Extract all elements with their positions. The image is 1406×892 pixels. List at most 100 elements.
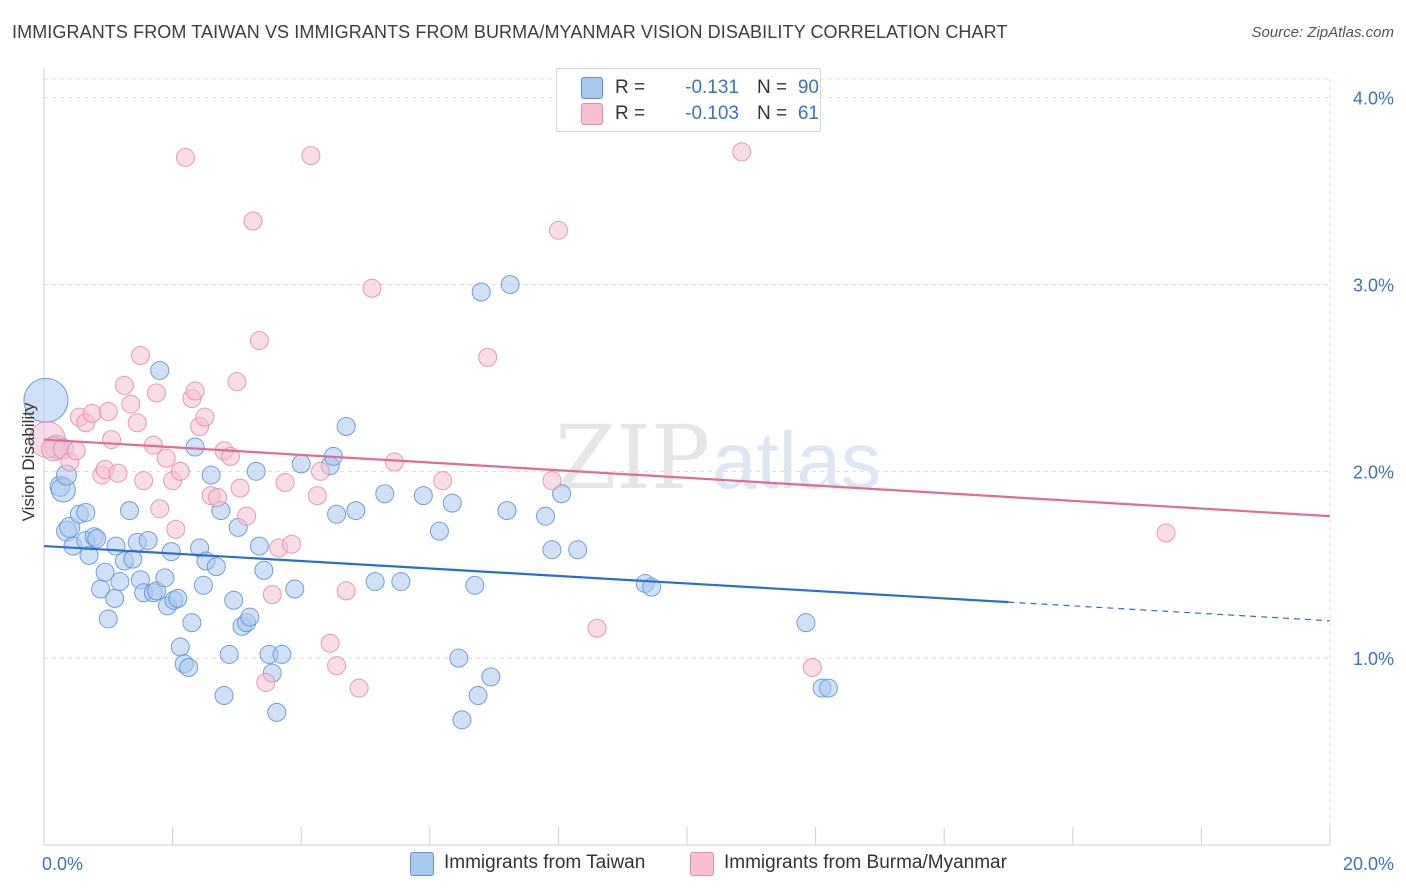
point-burma: [310, 461, 330, 481]
point-taiwan: [150, 360, 170, 380]
point-burma: [732, 142, 752, 162]
point-taiwan: [201, 465, 221, 485]
point-burma: [301, 146, 321, 166]
point-burma: [1156, 523, 1176, 543]
point-taiwan: [254, 560, 274, 580]
trend-line-taiwan: [43, 544, 1009, 604]
point-taiwan: [206, 557, 226, 577]
point-taiwan: [327, 504, 347, 524]
point-burma: [548, 220, 568, 240]
point-burma: [195, 407, 215, 427]
y-tick-label: 4.0%: [1353, 89, 1394, 109]
point-taiwan: [161, 542, 181, 562]
trend-line-taiwan-extension: [1008, 601, 1331, 622]
point-taiwan: [182, 613, 202, 633]
point-taiwan: [155, 568, 175, 588]
point-taiwan: [110, 572, 130, 592]
point-taiwan: [552, 484, 572, 504]
y-tick-label: 2.0%: [1353, 462, 1394, 482]
point-taiwan: [497, 501, 517, 521]
x-tick-label: 20.0%: [1343, 854, 1394, 874]
point-taiwan: [249, 536, 269, 556]
point-taiwan: [76, 502, 96, 522]
legend-r-value-burma: -0.103: [685, 103, 739, 124]
point-taiwan: [170, 637, 190, 657]
point-burma: [102, 430, 122, 450]
y-axis-label: Vision Disability: [19, 402, 38, 521]
point-burma: [98, 402, 118, 422]
point-taiwan: [429, 521, 449, 541]
point-taiwan: [818, 678, 838, 698]
point-taiwan: [138, 530, 158, 550]
point-burma: [327, 656, 347, 676]
point-taiwan: [272, 644, 292, 664]
series-name-taiwan: Immigrants from Taiwan: [444, 852, 646, 873]
point-taiwan: [87, 529, 107, 549]
point-burma: [108, 463, 128, 483]
point-taiwan: [224, 590, 244, 610]
point-taiwan: [285, 579, 305, 599]
point-burma: [170, 461, 190, 481]
point-burma: [243, 211, 263, 231]
series-name-burma: Immigrants from Burma/Myanmar: [724, 852, 1007, 873]
point-taiwan: [449, 648, 469, 668]
point-taiwan: [391, 572, 411, 592]
point-burma: [227, 372, 247, 392]
trend-layer: [43, 438, 1331, 622]
watermark: ZIP atlas: [555, 406, 881, 509]
point-taiwan: [95, 562, 115, 582]
point-burma: [249, 331, 269, 351]
point-taiwan: [98, 609, 118, 629]
point-burma: [82, 403, 102, 423]
point-burma: [127, 413, 147, 433]
legend-n-label: N =: [757, 103, 788, 124]
point-burma: [433, 471, 453, 491]
point-taiwan: [291, 454, 311, 474]
point-taiwan: [468, 686, 488, 706]
watermark-atlas: atlas: [712, 416, 881, 505]
trend-line-burma: [43, 438, 1331, 518]
point-taiwan: [240, 607, 260, 627]
x-tick-label: 0.0%: [42, 854, 83, 874]
point-burma: [175, 147, 195, 167]
series-swatch-taiwan: [410, 852, 434, 876]
legend-r-label: R =: [615, 103, 646, 124]
point-burma: [282, 534, 302, 554]
point-taiwan: [542, 540, 562, 560]
point-burma: [362, 278, 382, 298]
point-taiwan: [168, 588, 188, 608]
point-taiwan: [796, 613, 816, 633]
point-taiwan: [481, 667, 501, 687]
legend-r-value-taiwan: -0.131: [685, 77, 739, 98]
point-burma: [256, 672, 276, 692]
point-burma: [320, 633, 340, 653]
legend-n-label: N =: [757, 77, 788, 98]
watermark-zip: ZIP: [555, 406, 710, 509]
point-taiwan: [79, 545, 99, 565]
point-taiwan: [365, 572, 385, 592]
label-layer: 1.0% 2.0% 3.0% 4.0% 0.0% 20.0% Vision Disabili…: [19, 89, 1394, 874]
point-taiwan: [120, 501, 140, 521]
point-burma: [542, 471, 562, 491]
point-burma: [237, 506, 257, 526]
point-taiwan: [193, 575, 213, 595]
point-taiwan: [413, 486, 433, 506]
point-taiwan: [568, 540, 588, 560]
point-burma: [384, 452, 404, 472]
point-burma: [156, 448, 176, 468]
point-taiwan: [442, 493, 462, 513]
legend-n-value-burma: 61: [797, 103, 819, 124]
point-taiwan: [105, 588, 125, 608]
point-taiwan: [246, 461, 266, 481]
point-taiwan: [465, 575, 485, 595]
point-taiwan: [500, 275, 520, 295]
point-taiwan: [123, 549, 143, 569]
point-burma: [130, 346, 150, 366]
point-burma: [114, 375, 134, 395]
point-taiwan: [452, 710, 472, 730]
legend-r-label: R =: [615, 77, 646, 98]
legend-n-value-taiwan: 90: [797, 77, 819, 98]
point-taiwan: [346, 501, 366, 521]
point-burma: [307, 486, 327, 506]
